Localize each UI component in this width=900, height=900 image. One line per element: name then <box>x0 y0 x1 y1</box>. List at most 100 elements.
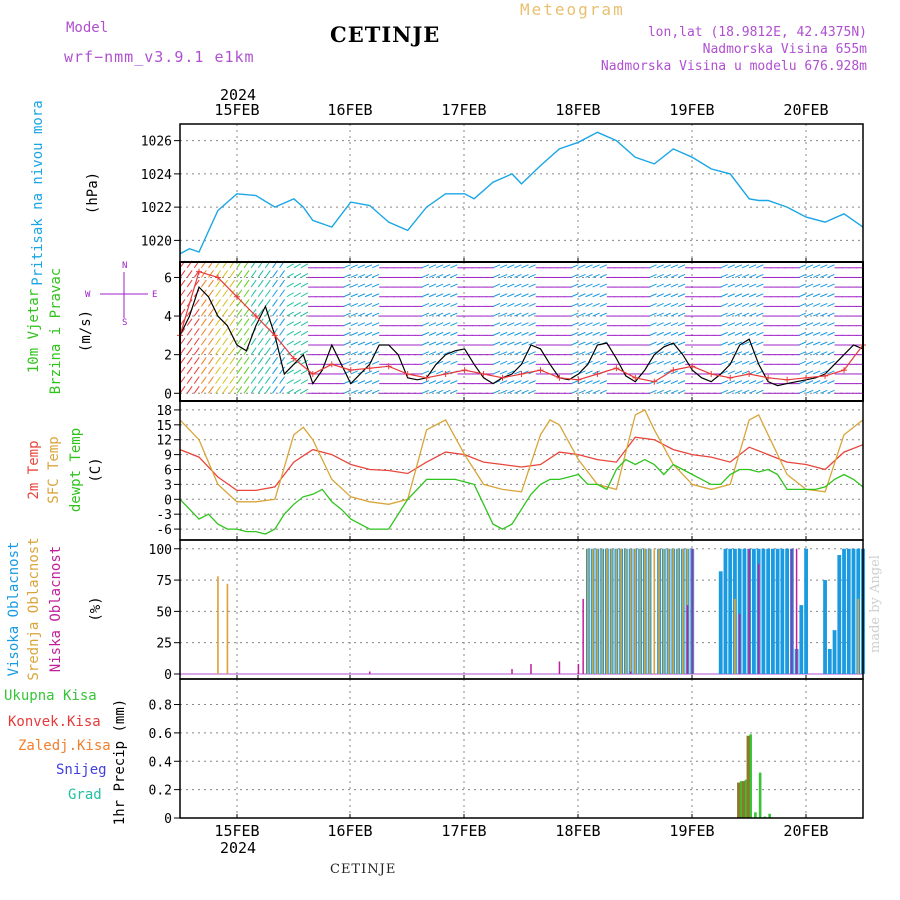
wind-barb <box>208 366 214 375</box>
precip-bar-total <box>739 781 743 818</box>
wind-barb <box>350 273 358 278</box>
cloud-bar-high <box>780 548 785 674</box>
wind-barb <box>193 385 200 394</box>
wind-barb <box>229 347 236 355</box>
day-label-top: 15FEB <box>214 101 259 119</box>
wind-barb <box>421 331 430 336</box>
wind-barb <box>250 318 257 326</box>
wind-barb <box>720 283 728 288</box>
cloud-bar-mid <box>857 598 860 674</box>
y-tick-label: 0.4 <box>149 755 173 770</box>
wind-barb <box>741 360 750 365</box>
wind-barb <box>727 312 736 317</box>
precip-panel-frame <box>179 678 864 819</box>
axis-unit-cloud: (%) <box>88 596 104 621</box>
wind-barb <box>734 389 743 394</box>
wind-barb <box>734 293 743 298</box>
wind-barb <box>193 366 200 375</box>
day-label-top: 20FEB <box>783 101 828 119</box>
wind-barb <box>670 331 679 336</box>
wind-barb <box>350 302 358 307</box>
wind-barb <box>741 312 750 317</box>
cloud-bar-low <box>558 661 561 674</box>
wind-barb <box>521 312 529 317</box>
wind-barb <box>514 360 522 365</box>
wind-barb <box>236 385 243 394</box>
wind-barb <box>435 283 444 288</box>
wind-barb <box>805 264 814 269</box>
wind-barb <box>286 263 294 269</box>
wind-barb <box>200 366 207 375</box>
wind-barb <box>720 264 728 269</box>
cloud-bar-mid <box>226 583 229 674</box>
wind-barb <box>499 264 508 269</box>
wind-barb <box>499 302 508 307</box>
wind-barb <box>364 331 373 336</box>
wind-barb <box>727 341 736 346</box>
cloud-bar-mid <box>620 548 622 674</box>
y-tick-label: 0 <box>164 493 172 508</box>
wind-barb <box>350 351 358 356</box>
wind-barb <box>443 331 451 336</box>
wind-barb <box>578 302 586 307</box>
wind-barb <box>421 264 430 269</box>
wind-barb <box>592 273 600 278</box>
wind-barb <box>592 389 600 394</box>
wind-barb <box>514 273 522 278</box>
wind-barb <box>670 264 679 269</box>
wind-barb <box>649 389 657 394</box>
wind-barb <box>293 350 302 356</box>
wind-barb <box>208 308 214 317</box>
wind-barb <box>656 283 664 288</box>
cloud-bar-mid <box>643 548 646 674</box>
cloud-bar-high <box>761 548 766 674</box>
wind-barb <box>813 370 821 375</box>
wind-barb <box>428 283 437 288</box>
wind-barb <box>371 341 380 346</box>
wind-barb <box>350 322 358 327</box>
axis-label-sfc: SFC Temp <box>46 436 62 503</box>
wind-barb <box>257 279 264 288</box>
wind-barb <box>592 283 600 288</box>
wind-barb <box>514 370 522 375</box>
wind-barb <box>521 273 529 278</box>
cloud-bar-mid <box>653 548 656 674</box>
wind-barb <box>656 389 664 394</box>
wind-barb <box>805 312 814 317</box>
wind-barb <box>264 299 271 307</box>
wind-barb <box>741 293 750 298</box>
axis-label-cloud-high: Visoka Oblacnost <box>6 542 22 677</box>
wind-barb <box>528 302 536 307</box>
wind-barb <box>820 293 828 298</box>
cloud-bar-high <box>718 571 723 674</box>
y-tick-label: 0.8 <box>149 699 172 714</box>
model-name: wrf−nmm_v3.9.1 e1km <box>64 48 255 66</box>
wind-barb <box>827 389 835 394</box>
wind-barb <box>720 380 728 385</box>
wind-barb <box>748 341 757 346</box>
pressure-line <box>179 131 864 255</box>
wind-barb <box>293 273 302 278</box>
wind-barb <box>450 380 458 385</box>
wind-barb <box>186 318 193 326</box>
wind-barb <box>300 340 309 346</box>
wind-barb <box>670 380 679 385</box>
wind-barb <box>727 293 736 298</box>
wind-barb <box>499 360 508 365</box>
wind-barb <box>435 273 444 278</box>
wind-barb <box>514 351 522 356</box>
wind-barb <box>257 328 264 336</box>
wind-barb <box>364 351 373 356</box>
wind-barb <box>827 293 835 298</box>
wind-barb <box>521 293 529 298</box>
wind-barb <box>756 283 764 288</box>
cloud-bar-high <box>728 548 733 674</box>
y-tick-label: 1026 <box>141 135 172 150</box>
wind-barb <box>649 341 657 346</box>
wind-barb <box>450 273 458 278</box>
wind-barb <box>514 293 522 298</box>
wind-barb <box>343 264 351 269</box>
wind-barb <box>222 337 229 346</box>
wind-barb <box>421 322 430 327</box>
wind-barb <box>264 366 271 375</box>
